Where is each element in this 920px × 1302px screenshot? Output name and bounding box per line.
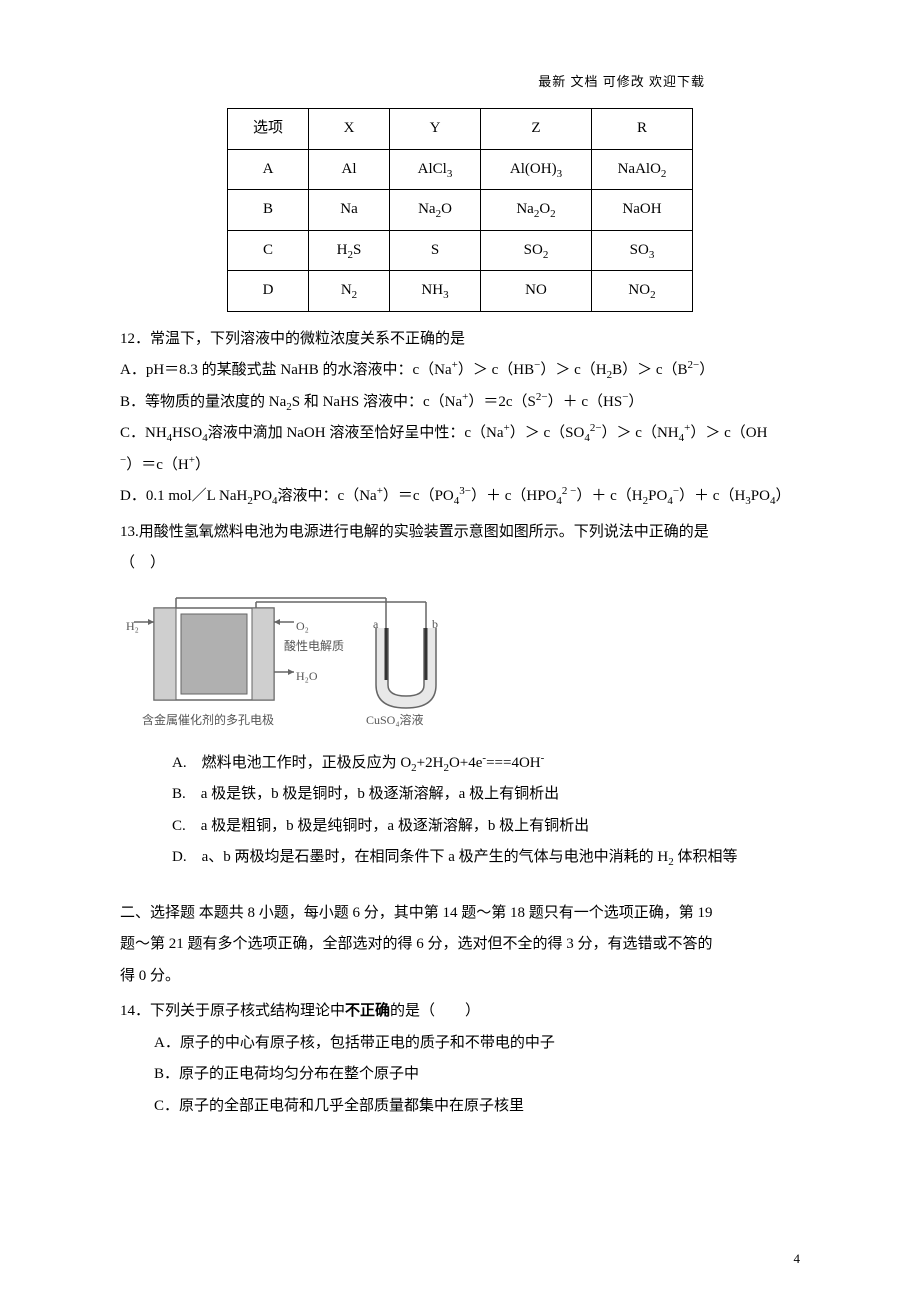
page-number: 4 [794, 1245, 801, 1272]
cell: AlCl3 [390, 149, 481, 190]
q14-stem: 14．下列关于原子核式结构理论中不正确的是（ ） [120, 996, 800, 1028]
document-page: 最新 文档 可修改 欢迎下载 选项 X Y Z R A Al AlCl3 Al(… [0, 0, 920, 1302]
cell: Na2O2 [481, 190, 592, 231]
cell: NaAlO2 [592, 149, 693, 190]
label-electrolyte: 酸性电解质 [284, 634, 344, 659]
cell: Al(OH)3 [481, 149, 592, 190]
electrolysis-diagram: H₂ O₂ 酸性电解质 H₂O a b CuSO₄溶液 含金属催化剂的多孔电极 [126, 590, 466, 740]
cell: Na [309, 190, 390, 231]
q14-a: A．原子的中心有原子核，包括带正电的质子和不带电的中子 [120, 1028, 800, 1060]
cell: C [228, 230, 309, 271]
q12-stem: 12．常温下，下列溶液中的微粒浓度关系不正确的是 [120, 324, 800, 356]
col-z: Z [481, 109, 592, 150]
diagram-caption: 含金属催化剂的多孔电极 [142, 708, 274, 733]
cell: SO3 [592, 230, 693, 271]
q14-stem-post: 的是（ ） [390, 1003, 480, 1019]
q14-stem-bold: 不正确 [345, 1003, 390, 1019]
q14-stem-pre: 14．下列关于原子核式结构理论中 [120, 1003, 345, 1019]
options-table: 选项 X Y Z R A Al AlCl3 Al(OH)3 NaAlO2 B N… [227, 108, 693, 312]
label-cuso4: CuSO₄溶液 [366, 708, 424, 733]
q12-c-line1: C．NH4HSO4溶液中滴加 NaOH 溶液至恰好呈中性：c（Na+）＞ c（S… [120, 418, 800, 450]
q13-d: D. a、b 两极均是石墨时，在相同条件下 a 极产生的气体与电池中消耗的 H2… [120, 842, 800, 874]
cell: NaOH [592, 190, 693, 231]
cell: S [390, 230, 481, 271]
cell: NO2 [592, 271, 693, 312]
label-b: b [432, 612, 438, 637]
cell: D [228, 271, 309, 312]
q12-a: A．pH＝8.3 的某酸式盐 NaHB 的水溶液中：c（Na+）＞ c（HB−）… [120, 355, 800, 387]
col-y: Y [390, 109, 481, 150]
q13-c: C. a 极是粗铜，b 极是纯铜时，a 极逐渐溶解，b 极上有铜析出 [120, 811, 800, 843]
table-header-row: 选项 X Y Z R [228, 109, 693, 150]
cell: N2 [309, 271, 390, 312]
label-h2o: H₂O [296, 664, 318, 689]
col-x: X [309, 109, 390, 150]
table-row: C H2S S SO2 SO3 [228, 230, 693, 271]
q13-stem1: 13.用酸性氢氧燃料电池为电源进行电解的实验装置示意图如图所示。下列说法中正确的… [120, 517, 800, 549]
section2-line3: 得 0 分。 [120, 961, 800, 993]
cell: SO2 [481, 230, 592, 271]
q13-a: A. 燃料电池工作时，正极反应为 O2+2H2O+4e-===4OH- [120, 748, 800, 780]
q12-b: B．等物质的量浓度的 Na2S 和 NaHS 溶液中：c（Na+）＝2c（S2−… [120, 387, 800, 419]
table-row: A Al AlCl3 Al(OH)3 NaAlO2 [228, 149, 693, 190]
cell: H2S [309, 230, 390, 271]
cell: Na2O [390, 190, 481, 231]
section2-line1: 二、选择题 本题共 8 小题，每小题 6 分，其中第 14 题～第 18 题只有… [120, 898, 800, 930]
section2-line2: 题～第 21 题有多个选项正确，全部选对的得 6 分，选对但不全的得 3 分，有… [120, 929, 800, 961]
q14-b: B．原子的正电荷均匀分布在整个原子中 [120, 1059, 800, 1091]
cell: NO [481, 271, 592, 312]
page-header: 最新 文档 可修改 欢迎下载 [538, 68, 705, 95]
cell: NH3 [390, 271, 481, 312]
table-row: B Na Na2O Na2O2 NaOH [228, 190, 693, 231]
label-h2: H₂ [126, 614, 139, 639]
cell: Al [309, 149, 390, 190]
label-a: a [373, 612, 378, 637]
col-option: 选项 [228, 109, 309, 150]
cell: A [228, 149, 309, 190]
q13-b: B. a 极是铁，b 极是铜时，b 极逐渐溶解，a 极上有铜析出 [120, 779, 800, 811]
table-row: D N2 NH3 NO NO2 [228, 271, 693, 312]
cell: B [228, 190, 309, 231]
col-r: R [592, 109, 693, 150]
q12-c-line2: −）＝c（H+） [120, 450, 800, 482]
q12-d: D．0.1 mol／L NaH2PO4溶液中：c（Na+）＝c（PO43−）＋ … [120, 481, 800, 513]
q13-stem2: （ ） [120, 548, 800, 580]
q14-c: C．原子的全部正电荷和几乎全部质量都集中在原子核里 [120, 1091, 800, 1123]
